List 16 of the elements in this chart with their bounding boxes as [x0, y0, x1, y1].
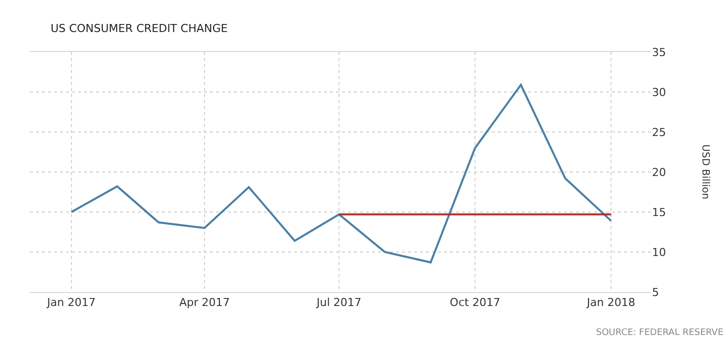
x-tick-label: Jul 2017 [316, 296, 362, 310]
x-tick-label: Jan 2018 [586, 296, 636, 310]
y-axis-title: USD Billion [700, 144, 711, 200]
y-tick-label: 20 [652, 166, 666, 179]
y-tick-label: 25 [652, 126, 666, 139]
source-note: SOURCE: FEDERAL RESERVE [596, 328, 723, 338]
y-tick-label: 5 [652, 286, 659, 299]
chart-title: US CONSUMER CREDIT CHANGE [50, 22, 228, 35]
x-tick-label: Jan 2017 [46, 296, 96, 310]
y-tick-label: 10 [652, 246, 666, 259]
x-tick-label: Oct 2017 [450, 296, 500, 310]
line-series [70, 84, 612, 264]
y-tick-label: 30 [652, 86, 666, 99]
x-tick-label: Apr 2017 [179, 296, 230, 310]
y-tick-label: 35 [652, 46, 666, 59]
y-tick-label: 15 [652, 206, 666, 219]
